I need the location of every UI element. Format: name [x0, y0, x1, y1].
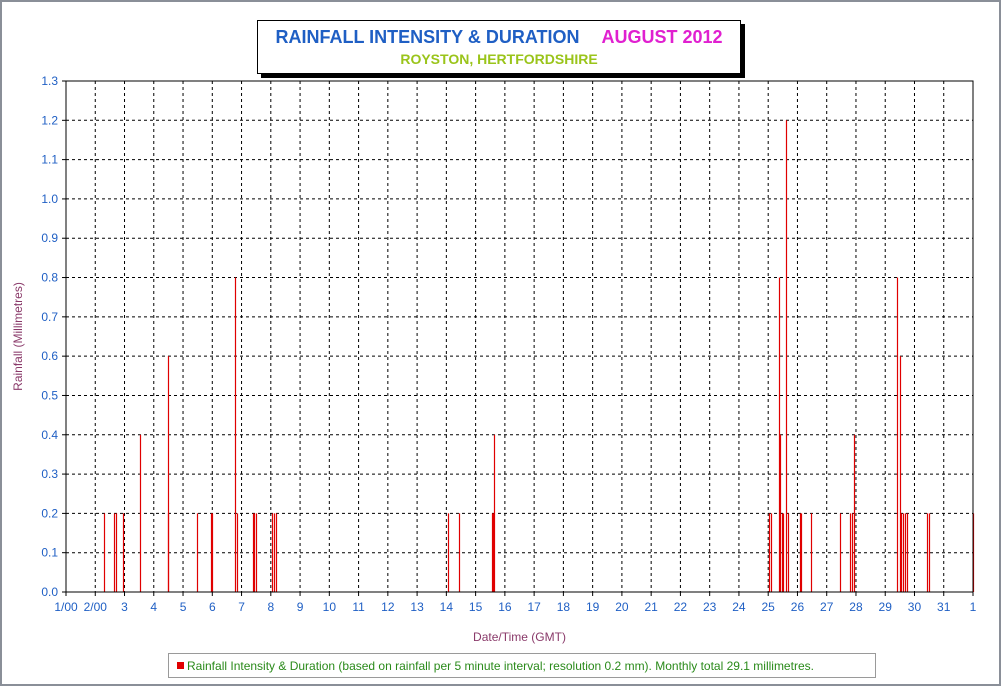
x-tick-label: 13 [410, 600, 424, 614]
x-tick-label: 14 [440, 600, 454, 614]
x-tick-label: 22 [674, 600, 688, 614]
y-tick-label: 0.4 [41, 428, 58, 442]
legend: Rainfall Intensity & Duration (based on … [168, 653, 876, 678]
x-tick-label: 10 [323, 600, 337, 614]
y-axis-label: Rainfall (Millimetres) [11, 282, 25, 391]
x-tick-label: 30 [908, 600, 922, 614]
x-tick-label: 17 [527, 600, 541, 614]
x-axis-ticks: 1/00 2/00 3 4 5 6 7 8 9 10 11 12 13 14 15 16 17 18 19 20 21 2… [54, 592, 977, 614]
legend-label: Rainfall Intensity & Duration (based on … [187, 659, 814, 673]
x-tick-label: 1/00 [54, 600, 78, 614]
y-axis-ticks: 0.0 0.1 0.2 0.3 0.4 0.5 0.6 0.7 0.8 0.9 1.0 1.1 1.2 1… [41, 74, 66, 599]
x-tick-label: 25 [762, 600, 776, 614]
y-tick-label: 1.2 [41, 113, 58, 127]
x-tick-label: 16 [498, 600, 512, 614]
x-tick-label: 1 [970, 600, 977, 614]
y-tick-label: 0.2 [41, 506, 58, 520]
x-tick-label: 18 [557, 600, 571, 614]
legend-swatch [177, 662, 184, 669]
x-tick-label: 4 [150, 600, 157, 614]
title-box: RAINFALL INTENSITY & DURATION AUGUST 2012… [257, 20, 741, 74]
y-tick-label: 1.1 [41, 153, 58, 167]
x-tick-label: 5 [180, 600, 187, 614]
y-tick-label: 1.0 [41, 192, 58, 206]
x-tick-label: 23 [703, 600, 717, 614]
x-tick-label: 31 [937, 600, 951, 614]
x-tick-label: 3 [121, 600, 128, 614]
y-tick-label: 0.6 [41, 349, 58, 363]
y-tick-label: 0.8 [41, 271, 58, 285]
x-tick-label: 24 [732, 600, 746, 614]
x-tick-label: 12 [381, 600, 395, 614]
x-tick-label: 29 [879, 600, 893, 614]
x-tick-label: 8 [267, 600, 274, 614]
y-tick-label: 0.7 [41, 310, 58, 324]
plot-area-border [65, 80, 974, 593]
x-tick-label: 11 [352, 600, 365, 614]
y-tick-label: 1.3 [41, 74, 58, 88]
x-tick-label: 20 [615, 600, 629, 614]
y-tick-label: 0.1 [41, 546, 58, 560]
chart-period: AUGUST 2012 [601, 27, 723, 47]
x-tick-label: 2/00 [84, 600, 108, 614]
y-tick-label: 0.3 [41, 467, 58, 481]
x-tick-label: 26 [791, 600, 805, 614]
chart-subtitle: ROYSTON, HERTFORDSHIRE [400, 51, 598, 67]
x-tick-label: 9 [297, 600, 304, 614]
x-tick-label: 6 [209, 600, 216, 614]
chart-title: RAINFALL INTENSITY & DURATION [275, 27, 580, 47]
x-axis-label: Date/Time (GMT) [473, 630, 566, 644]
x-tick-label: 27 [820, 600, 834, 614]
x-tick-label: 19 [586, 600, 600, 614]
y-tick-label: 0.9 [41, 231, 58, 245]
title-line: RAINFALL INTENSITY & DURATION AUGUST 2012 [258, 27, 740, 48]
y-tick-label: 0.5 [41, 388, 58, 402]
x-tick-label: 28 [849, 600, 863, 614]
x-tick-label: 15 [469, 600, 483, 614]
x-tick-label: 7 [238, 600, 245, 614]
grid [66, 81, 973, 592]
y-tick-label: 0.0 [41, 585, 58, 599]
x-tick-label: 21 [644, 600, 658, 614]
